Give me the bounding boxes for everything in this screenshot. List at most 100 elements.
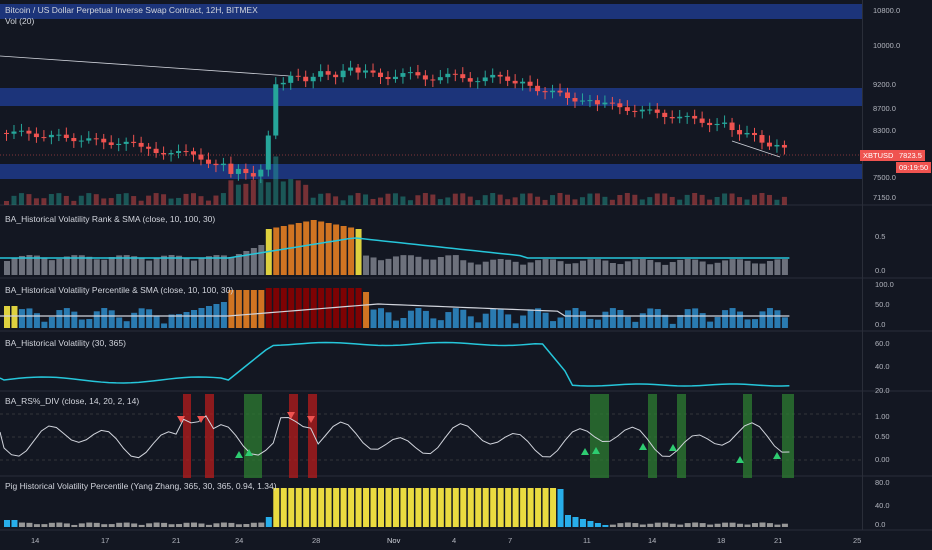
volume-bar <box>191 193 196 205</box>
hv-rank-bar <box>161 255 168 275</box>
hv-percentile-bar <box>205 306 212 328</box>
volume-bar <box>325 193 331 205</box>
hv-rank-bar <box>505 259 512 275</box>
hv-rank-bar <box>101 259 108 275</box>
hvp-bar <box>71 524 78 527</box>
hv-rank-bar <box>587 259 594 275</box>
time-tick: 21 <box>774 536 783 545</box>
hv-percentile-bar <box>392 320 399 328</box>
bearish-divergence-band <box>183 394 191 478</box>
bullish-arrow <box>773 452 781 459</box>
hvp-bar <box>744 524 751 527</box>
hv-rank-bar <box>18 255 25 275</box>
price-candle <box>108 142 114 146</box>
price-candle <box>348 67 354 71</box>
hvp-bar <box>400 488 407 527</box>
hv-percentile-bar <box>18 309 25 328</box>
price-candle <box>191 151 196 155</box>
hvp-bar <box>228 522 235 527</box>
hvp-bar <box>56 522 63 527</box>
hv-percentile-bar <box>714 317 721 328</box>
hv-percentile-bar <box>647 308 654 328</box>
volume-bar <box>520 193 526 205</box>
hv-rank-bar <box>624 261 631 275</box>
hv-rank-bar <box>213 255 220 275</box>
volume-bar <box>258 179 264 205</box>
hvp-bar <box>205 524 212 527</box>
hv-percentile-bar <box>71 311 78 328</box>
hv-percentile-bar <box>161 323 168 328</box>
volume-bar <box>759 193 765 205</box>
hv-rank-bar <box>108 257 115 275</box>
hv-percentile-bar <box>63 308 70 328</box>
volume-bar <box>677 199 683 205</box>
hv-percentile-bar <box>183 312 190 328</box>
price-candle <box>639 109 645 112</box>
time-tick: Nov <box>387 536 401 545</box>
hvp-bar <box>632 523 639 527</box>
hv-rank-bar <box>11 258 18 275</box>
volume-bar <box>460 193 466 205</box>
hvp-bar <box>265 517 272 527</box>
hv-percentile-sma-line <box>0 303 790 317</box>
hv-rank-bar <box>662 264 669 275</box>
bullish-arrow <box>235 451 243 458</box>
hv-rank-bar <box>333 224 340 275</box>
hv-percentile-bar <box>116 317 123 328</box>
hv-rank-bar <box>647 260 654 275</box>
trend-line <box>731 140 781 158</box>
hv-rank-bar <box>392 256 399 275</box>
bullish-divergence-band <box>743 394 752 478</box>
volume-bar <box>572 199 578 205</box>
volume-bar <box>385 193 391 205</box>
hv-rank-bar <box>385 258 392 275</box>
price-candle <box>235 168 241 174</box>
hv-percentile-bar <box>123 321 130 328</box>
hv-rank-bar <box>400 255 407 275</box>
volume-bar <box>138 200 144 205</box>
last-price-tag: 7823.5 <box>896 150 925 161</box>
hvp-bar <box>355 488 362 527</box>
price-candle <box>714 123 720 126</box>
hv-percentile-bar <box>422 310 429 328</box>
hvp-bar <box>557 489 564 527</box>
volume-bar <box>213 195 219 205</box>
bullish-divergence-band <box>782 394 794 478</box>
hvp-bar <box>220 522 227 527</box>
volume-bar <box>56 193 62 205</box>
volume-label: Vol (20) <box>5 16 35 26</box>
hvp-bar <box>123 522 130 527</box>
volume-bar <box>273 156 279 205</box>
price-candle <box>11 131 17 134</box>
volume-bar <box>318 193 324 205</box>
price-candle <box>78 140 84 142</box>
price-candle <box>101 138 107 143</box>
price-candle <box>41 137 47 139</box>
hv-rank-bar <box>737 259 744 275</box>
price-candle <box>176 151 182 153</box>
volume-bar <box>669 196 675 205</box>
bearish-divergence-band <box>308 394 317 478</box>
price-candle <box>781 144 787 148</box>
hv-rank-bar <box>490 259 497 275</box>
hvp-bar <box>624 522 631 527</box>
bearish-arrow <box>197 416 205 423</box>
volume-bar <box>535 196 541 205</box>
rs-div-line <box>0 415 790 459</box>
hv-percentile-bar <box>699 313 706 328</box>
volume-bar <box>310 197 316 205</box>
volume-bar <box>333 196 339 205</box>
volume-bar <box>392 193 398 205</box>
bullish-arrow <box>736 456 744 463</box>
time-tick: 11 <box>583 536 591 545</box>
resistance-zone <box>0 4 862 19</box>
hvp-bar <box>565 515 571 527</box>
volume-bar <box>146 195 152 205</box>
hvp-bar <box>183 522 190 527</box>
hv-rank-bar <box>707 264 714 275</box>
hvp-bar <box>273 488 280 527</box>
price-tick: 10000.0 <box>873 41 901 50</box>
hv-percentile-bar <box>303 288 310 328</box>
volume-bar <box>609 199 615 205</box>
